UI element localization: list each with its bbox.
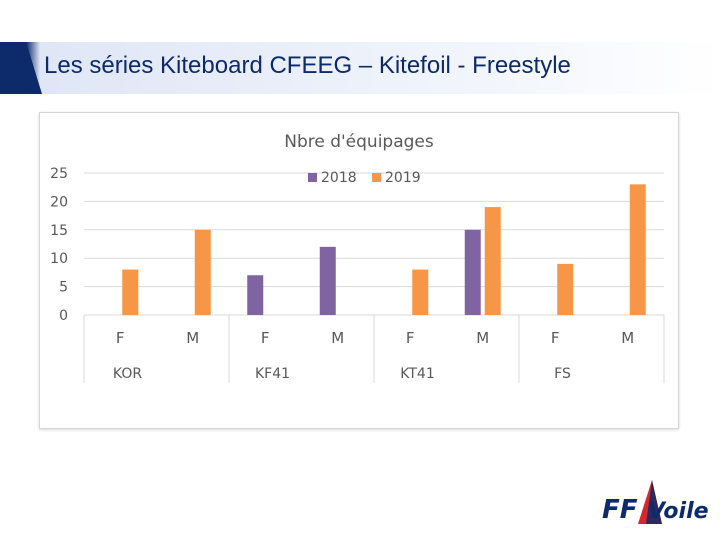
x-axis: F M F M F M F M KOR KF41 KT41 FS (83, 315, 665, 383)
group-label: FS (554, 366, 571, 382)
y-tick-label: 5 (59, 280, 68, 296)
bar-2018 (319, 246, 336, 315)
chart-frame: Nbre d'équipages 0 5 10 15 20 25 F M F M F M F M KOR K… (39, 112, 679, 429)
bars (122, 184, 646, 315)
group-label: KF41 (255, 366, 290, 382)
x-tick-label: F (261, 329, 270, 347)
x-tick-label: M (186, 329, 199, 347)
x-tick-label: M (476, 329, 489, 347)
bar-2018 (464, 229, 481, 315)
legend-swatch-2018 (308, 173, 317, 182)
legend-label: 2019 (385, 170, 421, 186)
logo-ff-text: FF (602, 495, 638, 525)
title-accent (0, 42, 42, 94)
chart-title: Nbre d'équipages (284, 132, 434, 152)
bar-2019 (557, 263, 574, 315)
y-axis: 0 5 10 15 20 25 (50, 166, 68, 324)
bar-2019 (122, 269, 139, 315)
y-tick-label: 10 (50, 251, 68, 267)
group-label: KOR (113, 366, 142, 382)
x-tick-label: F (116, 329, 125, 347)
bar-2019 (629, 184, 646, 315)
bar-2019 (484, 207, 501, 315)
x-tick-label: M (621, 329, 634, 347)
group-label: KT41 (400, 366, 434, 382)
x-tick-label: F (551, 329, 560, 347)
legend-swatch-2019 (372, 173, 381, 182)
x-tick-label: M (331, 329, 344, 347)
title-bar (0, 42, 720, 94)
bar-2018 (247, 275, 264, 315)
gridlines (84, 172, 664, 316)
bar-2019 (194, 229, 211, 315)
logo-voile-text: Voile (648, 499, 709, 524)
bar-2019 (412, 269, 429, 315)
slide-title: Les séries Kiteboard CFEEG – Kitefoil - … (44, 52, 571, 79)
legend-label: 2018 (321, 170, 357, 186)
y-tick-label: 15 (50, 223, 68, 239)
x-tick-label: F (406, 329, 415, 347)
y-tick-label: 0 (59, 308, 68, 324)
bar-chart: Nbre d'équipages 0 5 10 15 20 25 F M F M F M F M KOR K… (50, 132, 665, 383)
ffvoile-logo: FF Voile (582, 472, 712, 538)
legend: 2018 2019 (308, 170, 421, 186)
y-tick-label: 20 (50, 194, 68, 210)
y-tick-label: 25 (50, 166, 68, 182)
